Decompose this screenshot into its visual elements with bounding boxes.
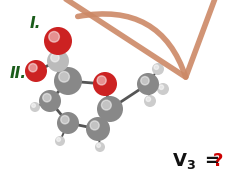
Text: $\mathbf{V_3}$$\mathbf{\ =\ }$: $\mathbf{V_3}$$\mathbf{\ =\ }$ (172, 151, 220, 171)
Text: II.: II. (10, 67, 27, 81)
Circle shape (157, 83, 169, 95)
Text: I.: I. (30, 16, 42, 32)
Circle shape (59, 71, 70, 82)
Circle shape (154, 65, 158, 70)
Circle shape (61, 115, 69, 124)
Text: ?: ? (213, 152, 224, 170)
Circle shape (97, 96, 123, 122)
Circle shape (141, 77, 149, 85)
Circle shape (25, 60, 47, 82)
Circle shape (144, 95, 156, 107)
Circle shape (152, 63, 164, 75)
FancyArrowPatch shape (0, 0, 250, 77)
Circle shape (30, 102, 40, 112)
Circle shape (54, 67, 82, 95)
Circle shape (57, 138, 60, 141)
Circle shape (49, 32, 60, 42)
Circle shape (43, 94, 51, 102)
Circle shape (90, 121, 99, 130)
Circle shape (95, 142, 105, 152)
Circle shape (47, 50, 69, 72)
Circle shape (29, 64, 37, 72)
Circle shape (137, 73, 159, 95)
Circle shape (55, 136, 65, 146)
Circle shape (86, 117, 110, 141)
Circle shape (159, 85, 164, 89)
Circle shape (97, 76, 106, 85)
Circle shape (102, 100, 111, 110)
Circle shape (39, 90, 61, 112)
Circle shape (57, 112, 79, 134)
Circle shape (32, 104, 36, 107)
Circle shape (93, 72, 117, 96)
Circle shape (51, 53, 59, 62)
Circle shape (44, 27, 72, 55)
Circle shape (146, 97, 150, 101)
Circle shape (97, 144, 100, 147)
